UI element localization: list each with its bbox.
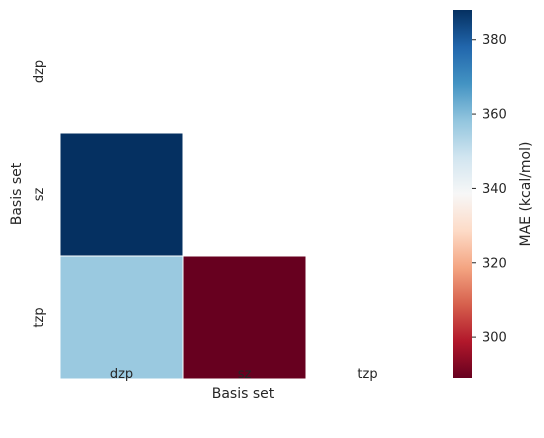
y-tick-label-sz: sz [32,188,47,202]
y-tick-label-tzp: tzp [32,307,47,327]
x-axis-label: Basis set [212,386,275,402]
x-tick-label-tzp: tzp [357,367,377,382]
colorbar-label: MAE (kcal/mol) [518,142,534,247]
y-axis-label: Basis set [9,162,25,225]
x-tick-label-sz: sz [238,367,252,382]
colorbar [453,10,472,378]
colorbar-tick-label-360: 360 [482,108,507,123]
heatmap-cell-tzp-dzp [59,255,184,380]
colorbar-ticks: 300 320 340 360 380 [472,33,507,346]
colorbar-tick-label-320: 320 [482,256,507,271]
colorbar-tick-label-380: 380 [482,33,507,48]
x-tick-labels: dzp sz tzp [110,367,378,382]
y-tick-labels: dzp sz tzp [32,60,47,328]
heatmap-cell-sz-dzp [59,132,184,257]
heatmap-cell-tzp-sz [182,255,307,380]
colorbar-tick-label-300: 300 [482,331,507,346]
heatmap-cells [59,132,307,380]
y-tick-label-dzp: dzp [32,60,47,83]
colorbar-tick-label-340: 340 [482,182,507,197]
x-tick-label-dzp: dzp [110,367,133,382]
